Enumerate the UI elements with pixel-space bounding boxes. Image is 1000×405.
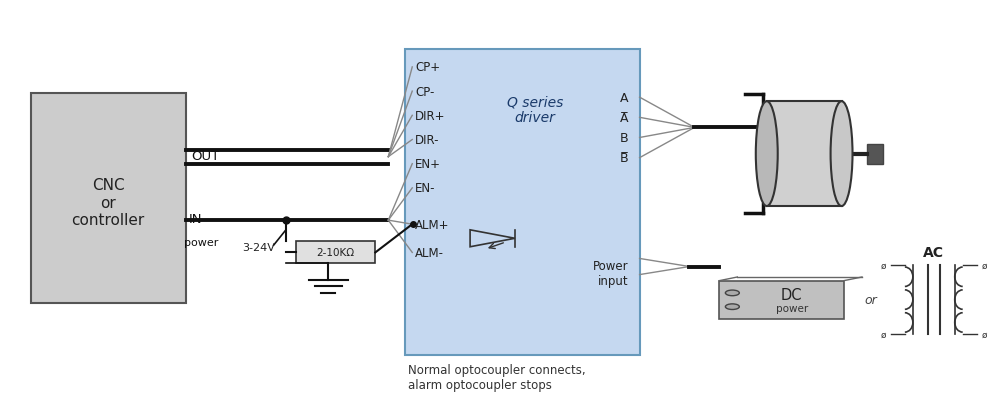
Text: DC: DC [781, 287, 802, 302]
Text: AC: AC [923, 246, 944, 260]
Text: EN+: EN+ [415, 158, 441, 171]
Text: EN-: EN- [415, 182, 436, 195]
Text: DIR+: DIR+ [415, 109, 446, 122]
Text: CNC
or
controller: CNC or controller [71, 178, 145, 227]
FancyBboxPatch shape [405, 50, 640, 355]
Text: DIR-: DIR- [415, 134, 440, 147]
Text: CP+: CP+ [415, 61, 440, 74]
Ellipse shape [756, 102, 778, 207]
Text: A: A [620, 92, 629, 104]
Text: Normal optocoupler connects,
alarm optocoupler stops: Normal optocoupler connects, alarm optoc… [408, 364, 586, 392]
Text: ø: ø [982, 261, 987, 270]
Text: ø: ø [880, 330, 886, 339]
FancyBboxPatch shape [296, 242, 375, 264]
Text: CP-: CP- [415, 85, 435, 98]
FancyBboxPatch shape [767, 102, 842, 207]
Text: ø: ø [880, 261, 886, 270]
FancyBboxPatch shape [31, 94, 186, 303]
Text: Power
input: Power input [593, 259, 629, 287]
Ellipse shape [831, 102, 853, 207]
Text: power: power [184, 238, 218, 248]
Text: ALM-: ALM- [415, 246, 444, 259]
Text: A̅: A̅ [620, 111, 629, 124]
FancyBboxPatch shape [867, 144, 883, 164]
Text: IN: IN [189, 212, 202, 225]
Text: or: or [865, 293, 877, 306]
Text: OUT: OUT [191, 150, 219, 163]
Text: ø: ø [982, 330, 987, 339]
Text: power: power [776, 303, 808, 313]
Text: B̅: B̅ [620, 152, 629, 165]
Text: 3-24V: 3-24V [242, 243, 275, 253]
Text: ALM+: ALM+ [415, 218, 450, 231]
FancyBboxPatch shape [719, 281, 844, 319]
Text: Q series
driver: Q series driver [507, 95, 563, 125]
Text: B: B [620, 132, 629, 145]
Circle shape [725, 290, 739, 296]
Text: 2-10KΩ: 2-10KΩ [316, 248, 355, 258]
Circle shape [725, 304, 739, 310]
